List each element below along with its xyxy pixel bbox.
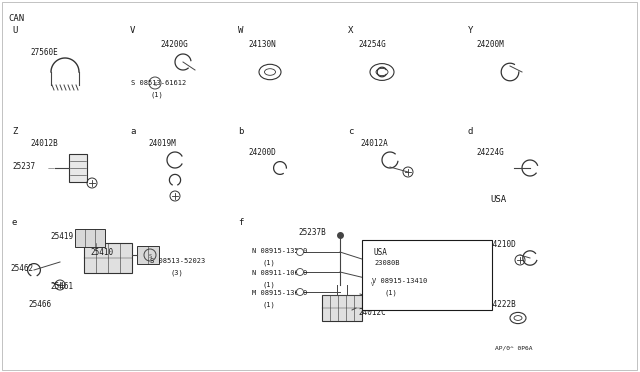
Text: 25466: 25466 <box>28 300 51 309</box>
Text: U: U <box>12 26 17 35</box>
Text: f: f <box>238 218 243 227</box>
Text: (1): (1) <box>262 260 275 266</box>
Text: V 08915-13410: V 08915-13410 <box>372 278 428 284</box>
Text: 24012A: 24012A <box>360 139 388 148</box>
Text: N 08915-13510: N 08915-13510 <box>252 248 307 254</box>
Text: 25237B: 25237B <box>298 228 326 237</box>
Text: (1): (1) <box>262 282 275 289</box>
Text: 24210D: 24210D <box>488 240 516 249</box>
Text: 24254G: 24254G <box>358 40 386 49</box>
Text: 24130N: 24130N <box>248 40 276 49</box>
Bar <box>69 154 87 182</box>
Text: 25237: 25237 <box>12 162 35 171</box>
Text: V: V <box>371 282 374 286</box>
Text: 24012B: 24012B <box>30 139 58 148</box>
Text: 24200M: 24200M <box>476 40 504 49</box>
Text: S 08513-52023: S 08513-52023 <box>150 258 205 264</box>
Text: b: b <box>238 127 243 136</box>
Text: a: a <box>130 127 136 136</box>
Text: —: — <box>48 165 55 171</box>
Text: W: W <box>238 26 243 35</box>
Text: 24200G: 24200G <box>160 40 188 49</box>
Text: S 08513-61612: S 08513-61612 <box>131 80 186 86</box>
Text: 25419: 25419 <box>50 232 73 241</box>
Text: (1): (1) <box>385 290 397 296</box>
Text: 27560E: 27560E <box>30 48 58 57</box>
Text: 24200D: 24200D <box>248 148 276 157</box>
Bar <box>322 295 362 321</box>
Text: USA: USA <box>374 248 388 257</box>
Circle shape <box>296 248 303 256</box>
Bar <box>362 240 492 310</box>
Text: CAN: CAN <box>8 14 24 23</box>
Text: 23080B: 23080B <box>374 260 399 266</box>
Bar <box>137 246 159 264</box>
Circle shape <box>296 289 303 295</box>
Text: 24222B: 24222B <box>488 300 516 309</box>
Bar <box>84 243 132 273</box>
Bar <box>75 229 105 247</box>
Text: 25462: 25462 <box>10 264 33 273</box>
Text: c: c <box>348 127 353 136</box>
Text: S: S <box>154 81 157 87</box>
Text: e: e <box>12 218 17 227</box>
Text: 25461: 25461 <box>50 282 73 291</box>
Text: 24350: 24350 <box>368 293 391 302</box>
Text: 24224G: 24224G <box>476 148 504 157</box>
Text: Y: Y <box>468 26 474 35</box>
Text: AP/0^ 0P6A: AP/0^ 0P6A <box>495 345 532 350</box>
Text: USA: USA <box>490 195 506 204</box>
Text: 24012C: 24012C <box>358 308 386 317</box>
Text: Z: Z <box>12 127 17 136</box>
Text: (1): (1) <box>150 91 163 97</box>
Text: 25410: 25410 <box>90 248 113 257</box>
Text: X: X <box>348 26 353 35</box>
Text: N 08911-10610: N 08911-10610 <box>252 270 307 276</box>
Text: 24019M: 24019M <box>148 139 176 148</box>
Text: M 08915-13610: M 08915-13610 <box>252 290 307 296</box>
Text: (1): (1) <box>262 302 275 308</box>
Text: d: d <box>468 127 474 136</box>
Circle shape <box>296 269 303 276</box>
Text: V: V <box>130 26 136 35</box>
Text: S: S <box>148 253 152 259</box>
Text: (3): (3) <box>170 270 183 276</box>
